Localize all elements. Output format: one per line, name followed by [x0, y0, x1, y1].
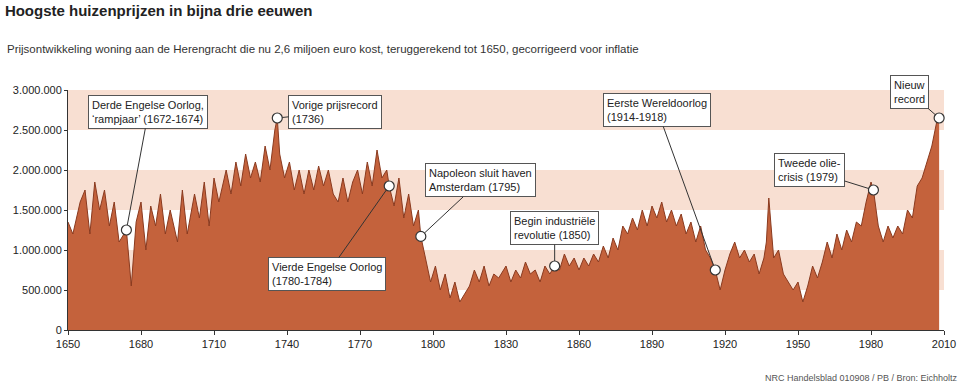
- svg-text:Vorige prijsrecord(1736): Vorige prijsrecord(1736): [292, 99, 378, 125]
- svg-text:1920: 1920: [713, 338, 737, 350]
- svg-text:1770: 1770: [348, 338, 372, 350]
- svg-text:500.000: 500.000: [22, 284, 62, 296]
- svg-text:2.500.000: 2.500.000: [13, 124, 62, 136]
- svg-text:Prijsontwikkeling woning aan d: Prijsontwikkeling woning aan de Herengra…: [7, 43, 639, 55]
- svg-text:1830: 1830: [494, 338, 518, 350]
- svg-text:1980: 1980: [859, 338, 883, 350]
- svg-text:1890: 1890: [640, 338, 664, 350]
- svg-text:1740: 1740: [275, 338, 299, 350]
- svg-text:Napoleon sluit havenAmsterdam: Napoleon sluit havenAmsterdam (1795): [429, 167, 532, 193]
- svg-text:1950: 1950: [786, 338, 810, 350]
- svg-text:Vierde Engelse Oorlog(1780-178: Vierde Engelse Oorlog(1780-1784): [272, 261, 382, 287]
- svg-text:Nieuwrecord: Nieuwrecord: [894, 79, 925, 105]
- svg-text:0: 0: [56, 324, 62, 336]
- svg-text:Derde Engelse Oorlog,‘rampjaar: Derde Engelse Oorlog,‘rampjaar’ (1672-16…: [92, 99, 204, 125]
- svg-text:1.500.000: 1.500.000: [13, 204, 62, 216]
- svg-text:1650: 1650: [56, 338, 80, 350]
- svg-text:3.000.000: 3.000.000: [13, 84, 62, 96]
- svg-text:NRC Handelsblad 010908 / PB /: NRC Handelsblad 010908 / PB / Bron: Eich…: [765, 373, 958, 383]
- svg-text:1710: 1710: [202, 338, 226, 350]
- svg-text:2010: 2010: [932, 338, 956, 350]
- svg-text:Tweede olie-crisis (1979): Tweede olie-crisis (1979): [778, 157, 841, 183]
- svg-text:1800: 1800: [421, 338, 445, 350]
- svg-text:Hoogste huizenprijzen in bijna: Hoogste huizenprijzen in bijna drie eeuw…: [5, 2, 313, 19]
- svg-text:Eerste Wereldoorlog(1914-1918): Eerste Wereldoorlog(1914-1918): [607, 97, 707, 123]
- svg-text:2.000.000: 2.000.000: [13, 164, 62, 176]
- svg-text:1.000.000: 1.000.000: [13, 244, 62, 256]
- svg-text:Begin industriëlerevolutie (18: Begin industriëlerevolutie (1850): [514, 215, 595, 241]
- svg-text:1860: 1860: [567, 338, 591, 350]
- svg-text:1680: 1680: [129, 338, 153, 350]
